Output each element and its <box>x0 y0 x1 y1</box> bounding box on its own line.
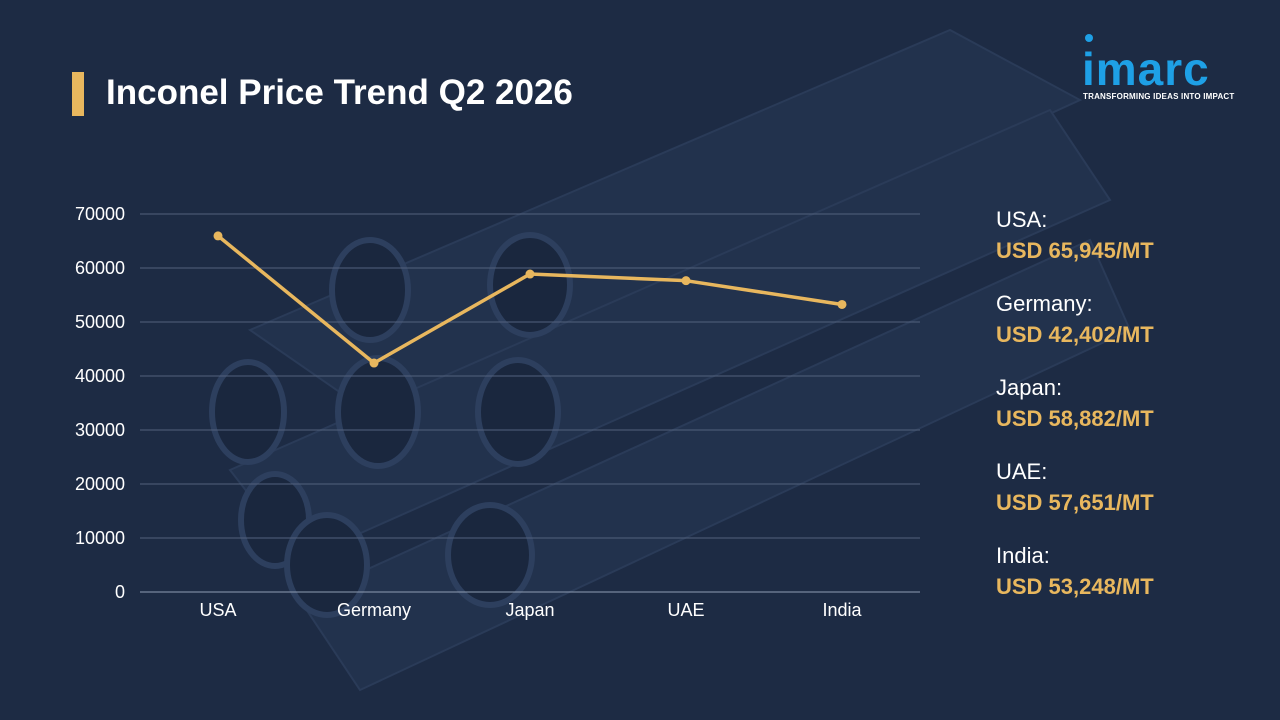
price-summary-item: Germany: USD 42,402/MT <box>996 290 1266 352</box>
data-point <box>369 358 379 368</box>
x-tick-label: UAE <box>667 600 704 620</box>
y-tick-label: 50000 <box>75 312 125 332</box>
x-tick-label: Germany <box>337 600 411 620</box>
price-summary-country: Japan: <box>996 375 1063 400</box>
y-tick-label: 70000 <box>75 204 125 224</box>
logo-tagline: TRANSFORMING IDEAS INTO IMPACT <box>1083 92 1235 101</box>
series-line <box>216 234 844 365</box>
y-tick-label: 60000 <box>75 258 125 278</box>
price-summary-value: USD 53,248/MT <box>996 574 1154 599</box>
price-summary-country: India: <box>996 543 1050 568</box>
price-summary-list: USA: USD 65,945/MT Germany: USD 42,402/MT Ja… <box>996 206 1266 626</box>
price-summary-country: Germany: <box>996 291 1093 316</box>
page-title: Inconel Price Trend Q2 2026 <box>106 73 573 112</box>
price-summary-country: UAE: <box>996 459 1048 484</box>
price-summary-country: USA: <box>996 207 1048 232</box>
price-summary-item: UAE: USD 57,651/MT <box>996 458 1266 520</box>
y-tick-label: 0 <box>115 582 125 602</box>
logo-dot-icon <box>1085 34 1093 42</box>
price-summary-item: USA: USD 65,945/MT <box>996 206 1266 268</box>
data-point <box>837 299 847 309</box>
price-summary-item: India: USD 53,248/MT <box>996 542 1266 604</box>
x-tick-label: India <box>822 600 862 620</box>
price-summary-value: USD 65,945/MT <box>996 238 1154 263</box>
title-accent-bar <box>72 72 84 116</box>
logo-wordmark: imarc <box>1082 43 1210 95</box>
x-tick-label: Japan <box>505 600 554 620</box>
data-point <box>525 269 535 279</box>
y-tick-label: 40000 <box>75 366 125 386</box>
price-summary-item: Japan: USD 58,882/MT <box>996 374 1266 436</box>
y-tick-label: 30000 <box>75 420 125 440</box>
y-tick-label: 10000 <box>75 528 125 548</box>
price-summary-value: USD 42,402/MT <box>996 322 1154 347</box>
x-tick-label: USA <box>199 600 236 620</box>
data-point <box>681 276 691 286</box>
imarc-logo: imarc TRANSFORMING IDEAS INTO IMPACT <box>1080 30 1250 106</box>
y-tick-label: 20000 <box>75 474 125 494</box>
price-summary-value: USD 58,882/MT <box>996 406 1154 431</box>
data-point <box>213 231 223 241</box>
price-summary-value: USD 57,651/MT <box>996 490 1154 515</box>
